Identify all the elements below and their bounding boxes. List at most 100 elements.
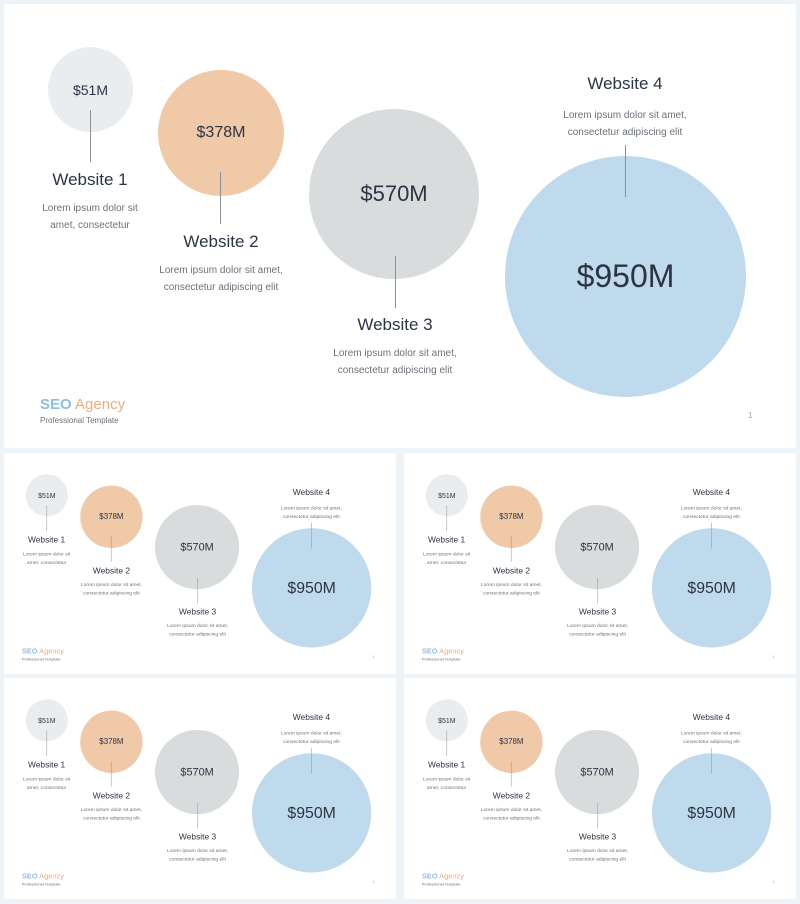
brand-logo: SEO Agency: [22, 647, 64, 655]
item-title: Website 4: [692, 487, 731, 498]
brand-seo: SEO: [40, 396, 72, 413]
item-title: Website 3: [357, 315, 433, 334]
bubble-value: $378M: [99, 737, 124, 746]
slide-thumbnail[interactable]: $51M $378M $570M $950M Website 1 Lorem i…: [404, 453, 796, 674]
item-description: Lorem ipsum dolor sit amet, consectetur …: [563, 110, 687, 138]
bubble-value: $378M: [196, 124, 246, 141]
bubble-value: $51M: [38, 716, 56, 725]
bubble-value: $51M: [72, 81, 109, 98]
bubble-website-3: $570M: [554, 504, 640, 590]
slide-thumbnail[interactable]: $51M $378M $570M $950M Website 1 Lorem i…: [4, 453, 396, 674]
bubble-value: $570M: [580, 765, 614, 778]
bubble-website-3: $570M: [154, 504, 240, 590]
bubble-website-3: $570M: [154, 729, 240, 815]
item-title: Website 4: [292, 487, 331, 498]
brand-agency: Agency: [39, 872, 64, 881]
bubble-value: $570M: [580, 540, 614, 553]
item-title: Website 3: [178, 831, 217, 842]
page-number: 1: [372, 654, 375, 659]
item-title: Website 2: [183, 232, 259, 251]
bubble-value: $378M: [99, 512, 124, 521]
item-description: Lorem ipsum dolor sit amet, consectetur: [22, 551, 71, 566]
bubble-value: $51M: [38, 491, 56, 500]
item-title: Website 4: [292, 712, 331, 723]
item-title: Website 1: [427, 760, 466, 770]
item-description: Lorem ipsum dolor sit amet, consectetur …: [480, 582, 542, 597]
brand-seo: SEO: [421, 647, 438, 656]
slide-content: $51M $378M $570M $950M Website 1 Lorem i…: [404, 453, 796, 673]
item-title: Website 2: [492, 790, 531, 801]
brand-agency: Agency: [439, 872, 464, 881]
item-description: Lorem ipsum dolor sit amet, consectetur …: [680, 730, 742, 745]
bubble-value: $950M: [576, 258, 675, 294]
item-title: Website 3: [578, 831, 617, 842]
bubble-value: $570M: [180, 540, 214, 553]
item-title: Website 3: [178, 606, 217, 617]
item-description: Lorem ipsum dolor sit amet, consectetur …: [480, 807, 542, 822]
brand-logo: SEO Agency: [422, 647, 464, 655]
item-description: Lorem ipsum dolor sit amet, consectetur …: [159, 265, 283, 293]
brand-agency: Agency: [75, 396, 126, 413]
item-description: Lorem ipsum dolor sit amet, consectetur: [422, 776, 471, 791]
item-description: Lorem ipsum dolor sit amet, consectetur …: [680, 505, 742, 520]
page-number: 1: [372, 879, 375, 884]
page-number: 1: [748, 411, 753, 420]
brand-subtitle: Professional Template: [40, 416, 119, 425]
item-title: Website 4: [587, 74, 663, 93]
item-title: Website 3: [578, 606, 617, 617]
brand-subtitle: Professional Template: [21, 656, 61, 662]
item-title: Website 4: [692, 712, 731, 723]
item-title: Website 1: [27, 760, 66, 770]
item-description: Lorem ipsum dolor sit amet, consectetur …: [280, 505, 342, 520]
brand-subtitle: Professional Template: [421, 656, 461, 662]
slide-content: $51M $378M $570M $950M Website 1 Lorem i…: [4, 678, 396, 898]
item-description: Lorem ipsum dolor sit amet, consectetur …: [80, 807, 142, 822]
item-description: Lorem ipsum dolor sit amet, consectetur: [22, 776, 71, 791]
bubble-website-3: $570M: [554, 729, 640, 815]
slide-thumbnail[interactable]: $51M $378M $570M $950M Website 1 Lorem i…: [404, 678, 796, 899]
connector-line: [220, 172, 221, 224]
slide-content: $51M $378M $570M $950M Website 1 Lorem i…: [4, 4, 796, 448]
slide-main[interactable]: $51M $378M $570M $950M Website 1 Lorem i…: [4, 4, 796, 448]
bubble-website-2: $378M: [80, 710, 143, 774]
item-description: Lorem ipsum dolor sit amet, consectetur: [42, 203, 138, 231]
slide-thumbnail[interactable]: $51M $378M $570M $950M Website 1 Lorem i…: [4, 678, 396, 899]
item-description: Lorem ipsum dolor sit amet, consectetur …: [167, 848, 229, 863]
brand-logo: SEO Agency: [22, 872, 64, 880]
page-number: 1: [772, 879, 775, 884]
item-description: Lorem ipsum dolor sit amet, consectetur …: [567, 623, 629, 638]
item-title: Website 1: [427, 535, 466, 545]
bubble-website-2: $378M: [80, 485, 143, 549]
bubble-value: $570M: [180, 765, 214, 778]
bubble-value: $570M: [360, 181, 428, 206]
connector-line: [395, 256, 396, 308]
item-title: Website 1: [52, 170, 128, 189]
item-description: Lorem ipsum dolor sit amet, consectetur …: [280, 730, 342, 745]
slide-content: $51M $378M $570M $950M Website 1 Lorem i…: [4, 453, 396, 673]
item-description: Lorem ipsum dolor sit amet, consectetur …: [167, 623, 229, 638]
slide-content: $51M $378M $570M $950M Website 1 Lorem i…: [404, 678, 796, 898]
bubble-value: $950M: [287, 803, 336, 822]
bubble-value: $950M: [687, 578, 736, 597]
connector-line: [90, 110, 91, 162]
brand-subtitle: Professional Template: [21, 881, 61, 887]
bubble-website-3: $570M: [309, 109, 479, 279]
bubble-value: $51M: [438, 716, 456, 725]
item-title: Website 2: [92, 790, 131, 801]
bubble-value: $950M: [287, 578, 336, 597]
item-title: Website 2: [92, 565, 131, 576]
bubble-website-2: $378M: [158, 70, 284, 196]
brand-logo: SEO Agency: [422, 872, 464, 880]
connector-line: [625, 145, 626, 197]
brand-subtitle: Professional Template: [421, 881, 461, 887]
item-description: Lorem ipsum dolor sit amet, consectetur …: [567, 848, 629, 863]
bubble-value: $378M: [499, 512, 524, 521]
item-title: Website 1: [27, 535, 66, 545]
bubble-value: $950M: [687, 803, 736, 822]
brand-seo: SEO: [21, 872, 38, 881]
page-number: 1: [772, 654, 775, 659]
brand-seo: SEO: [421, 872, 438, 881]
bubble-value: $378M: [499, 737, 524, 746]
brand-agency: Agency: [39, 647, 64, 656]
brand-seo: SEO: [21, 647, 38, 656]
